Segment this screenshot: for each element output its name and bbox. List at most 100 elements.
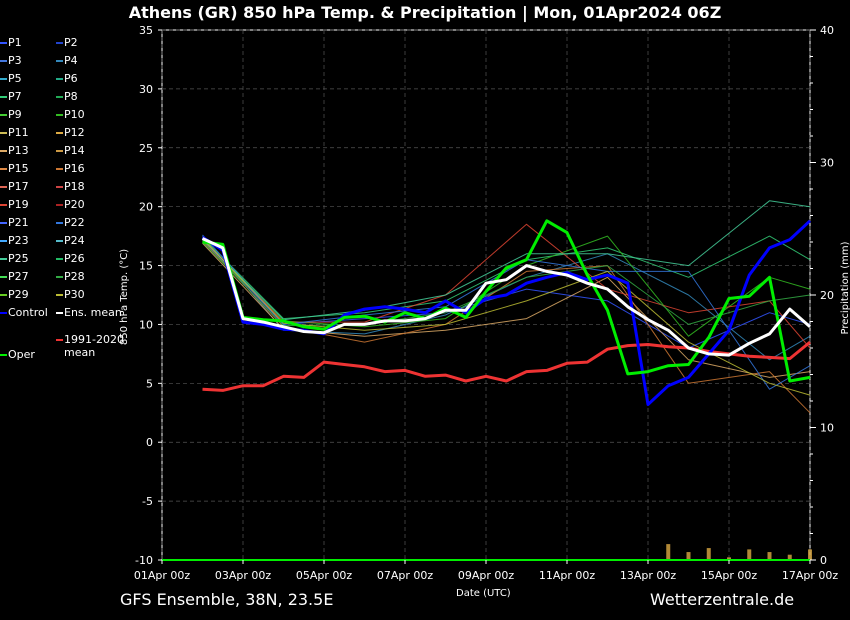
legend-label: P2 xyxy=(64,36,78,49)
legend-swatch xyxy=(0,132,7,134)
legend-swatch xyxy=(0,276,7,278)
legend-swatch xyxy=(0,96,7,98)
legend-label: P1 xyxy=(8,36,22,49)
precip-bar xyxy=(787,554,792,560)
x-tick-label: 09Apr 00z xyxy=(458,569,515,582)
y2-tick-label: 10 xyxy=(820,422,834,435)
precip-bar xyxy=(666,544,671,560)
legend-swatch xyxy=(56,204,63,206)
legend-label: P6 xyxy=(64,72,78,85)
x-axis-label: Date (UTC) xyxy=(456,588,511,599)
y-tick-label: 30 xyxy=(139,83,153,96)
y-axis-left: -10 -5 0 5 10 15 20 25 30 35 xyxy=(135,24,162,567)
series-line-1991-2020-mean xyxy=(202,340,811,392)
y-axis-right: 0 10 20 30 40 xyxy=(810,24,834,567)
x-tick-label: 07Apr 00z xyxy=(377,569,434,582)
legend-swatch xyxy=(56,186,63,188)
x-tick-label: 11Apr 00z xyxy=(539,569,596,582)
x-tick-label: 13Apr 00z xyxy=(620,569,677,582)
series-line-p19 xyxy=(202,223,811,349)
legend-swatch xyxy=(56,150,63,152)
legend-label: P16 xyxy=(64,162,85,175)
x-axis: 01Apr 00z 03Apr 00z 05Apr 00z 07Apr 00z 09Ap… xyxy=(134,560,839,582)
x-tick-label: 15Apr 00z xyxy=(701,569,758,582)
legend-swatch xyxy=(0,114,7,116)
legend-swatch xyxy=(0,42,7,44)
precip-bar xyxy=(747,549,752,560)
y2-axis-label: Precipitation (mm) xyxy=(840,241,850,335)
legend-swatch xyxy=(56,96,63,98)
legend-swatch xyxy=(0,258,7,260)
legend-swatch xyxy=(0,186,7,188)
legend-label: P27 xyxy=(8,270,29,283)
legend-swatch xyxy=(56,42,63,44)
precip-bars xyxy=(666,544,812,560)
legend-swatch xyxy=(0,240,7,242)
legend-label: Oper xyxy=(8,348,35,361)
legend-swatch xyxy=(56,78,63,80)
x-tick-label: 17Apr 00z xyxy=(782,569,839,582)
y-tick-label: -10 xyxy=(135,554,153,567)
chart-title: Athens (GR) 850 hPa Temp. & Precipitatio… xyxy=(128,3,722,22)
legend-swatch xyxy=(56,132,63,134)
legend-swatch xyxy=(56,240,63,242)
legend-label: 1991-2020 mean xyxy=(64,333,124,359)
legend-label: P5 xyxy=(8,72,22,85)
legend-label: P24 xyxy=(64,234,85,247)
legend-swatch xyxy=(0,222,7,224)
legend-label: P30 xyxy=(64,288,85,301)
legend-swatch xyxy=(56,114,63,116)
legend-label: P4 xyxy=(64,54,78,67)
legend-label: P26 xyxy=(64,252,85,265)
y-axis-label: 850 hPa Temp. (°C) xyxy=(119,248,130,346)
precip-bar xyxy=(808,549,812,560)
legend-label: P10 xyxy=(64,108,85,121)
legend-swatch xyxy=(56,258,63,260)
footer-brand: Wetterzentrale.de xyxy=(650,590,795,609)
series-line-p30 xyxy=(202,238,811,396)
series-line-ens-mean xyxy=(201,237,811,357)
precip-bar xyxy=(686,552,691,560)
y-tick-label: -5 xyxy=(142,495,153,508)
y2-tick-label: 40 xyxy=(820,24,834,37)
series-line-oper xyxy=(202,219,811,383)
legend-label: P29 xyxy=(8,288,29,301)
legend-swatch xyxy=(0,168,7,170)
legend-label: P22 xyxy=(64,216,85,229)
y2-tick-label: 30 xyxy=(820,157,834,170)
legend-label: P28 xyxy=(64,270,85,283)
x-tick-label: 03Apr 00z xyxy=(215,569,272,582)
legend-label: P11 xyxy=(8,126,29,139)
legend-label: P8 xyxy=(64,90,78,103)
x-tick-label: 01Apr 00z xyxy=(134,569,191,582)
legend-label: P18 xyxy=(64,180,85,193)
y-tick-label: 25 xyxy=(139,142,153,155)
legend-label: P12 xyxy=(64,126,85,139)
y-tick-label: 0 xyxy=(146,436,153,449)
legend-label: Control xyxy=(8,306,48,319)
y-tick-label: 10 xyxy=(139,318,153,331)
x-tick-label: 05Apr 00z xyxy=(296,569,353,582)
legend-label: P25 xyxy=(8,252,29,265)
legend-label: P14 xyxy=(64,144,85,157)
legend-swatch xyxy=(56,294,63,296)
legend-swatch xyxy=(56,312,63,314)
legend-swatch xyxy=(56,339,63,341)
precip-bar xyxy=(727,557,731,560)
legend-label: P23 xyxy=(8,234,29,247)
y2-tick-label: 20 xyxy=(820,289,834,302)
series-lines xyxy=(162,200,812,561)
legend-swatch xyxy=(0,294,7,296)
y-tick-label: 35 xyxy=(139,24,153,37)
legend-label: P19 xyxy=(8,198,29,211)
legend-swatch xyxy=(0,60,7,62)
series-line-p25 xyxy=(202,200,811,321)
y-tick-label: 5 xyxy=(146,377,153,390)
legend-swatch xyxy=(0,150,7,152)
legend-label: P3 xyxy=(8,54,22,67)
legend-label: P17 xyxy=(8,180,29,193)
y2-tick-label: 0 xyxy=(820,554,827,567)
y-tick-label: 20 xyxy=(139,201,153,214)
legend-swatch xyxy=(0,312,7,314)
